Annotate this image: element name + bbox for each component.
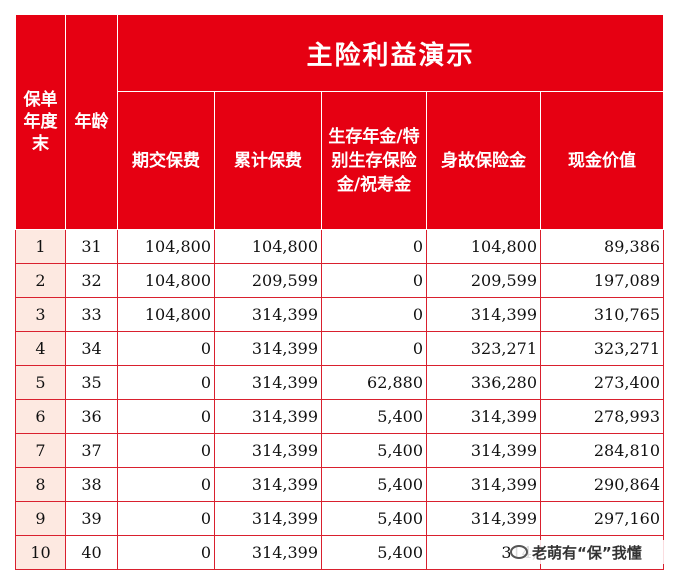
cell-survival: 5,400	[321, 501, 427, 536]
cell-cash: 290,864	[540, 467, 664, 502]
cell-cash: 273,400	[540, 365, 664, 400]
cell-death: 323,271	[426, 331, 541, 366]
cell-year: 3	[15, 297, 66, 332]
table-row: 3 33 104,800 314,399 0 314,399 310,765	[15, 297, 664, 332]
cell-cash: 310,765	[540, 297, 664, 332]
header-cumulative-premium: 累计保费	[214, 91, 322, 230]
cell-survival: 5,400	[321, 399, 427, 434]
cell-premium: 0	[117, 535, 215, 570]
cell-age: 34	[65, 331, 118, 366]
cell-age: 38	[65, 467, 118, 502]
cell-survival: 5,400	[321, 467, 427, 502]
cell-premium: 0	[117, 433, 215, 468]
cell-death: 314,399	[426, 433, 541, 468]
table-body: 1 31 104,800 104,800 0 104,800 89,386 2 32 104,80…	[15, 229, 664, 570]
cell-premium: 0	[117, 365, 215, 400]
cell-age: 37	[65, 433, 118, 468]
cell-survival: 62,880	[321, 365, 427, 400]
cell-cumulative: 209,599	[214, 263, 322, 298]
benefit-table-container: 保单年度末 年龄 主险利益演示 期交保费 累计保费 生存年金/特别生存保险金/祝…	[15, 14, 664, 570]
table-row: 9 39 0 314,399 5,400 314,399 297,160	[15, 501, 664, 536]
cell-death: 336,280	[426, 365, 541, 400]
cell-cumulative: 314,399	[214, 365, 322, 400]
cell-premium: 0	[117, 399, 215, 434]
cell-age: 33	[65, 297, 118, 332]
cell-age: 36	[65, 399, 118, 434]
watermark: 老萌有“保”我懂	[510, 540, 670, 564]
cell-death: 104,800	[426, 229, 541, 264]
cell-year: 8	[15, 467, 66, 502]
cell-death: 314,399	[426, 467, 541, 502]
cell-survival: 5,400	[321, 535, 427, 570]
cell-age: 39	[65, 501, 118, 536]
cell-cumulative: 314,399	[214, 297, 322, 332]
cell-death: 314,399	[426, 501, 541, 536]
table-row: 4 34 0 314,399 0 323,271 323,271	[15, 331, 664, 366]
cell-survival: 0	[321, 263, 427, 298]
header-death-benefit: 身故保险金	[426, 91, 541, 230]
cell-cash: 297,160	[540, 501, 664, 536]
cell-premium: 0	[117, 467, 215, 502]
cell-cash: 284,810	[540, 433, 664, 468]
cell-year: 2	[15, 263, 66, 298]
table-row: 8 38 0 314,399 5,400 314,399 290,864	[15, 467, 664, 502]
cell-year: 9	[15, 501, 66, 536]
header-age: 年龄	[65, 14, 118, 230]
header-cash-value: 现金价值	[540, 91, 664, 230]
table-row: 1 31 104,800 104,800 0 104,800 89,386	[15, 229, 664, 264]
cell-age: 32	[65, 263, 118, 298]
cell-year: 7	[15, 433, 66, 468]
cell-age: 35	[65, 365, 118, 400]
cell-cash: 323,271	[540, 331, 664, 366]
cell-survival: 5,400	[321, 433, 427, 468]
cell-cumulative: 314,399	[214, 535, 322, 570]
benefit-table: 保单年度末 年龄 主险利益演示 期交保费 累计保费 生存年金/特别生存保险金/祝…	[15, 14, 664, 570]
cell-year: 1	[15, 229, 66, 264]
cell-year: 6	[15, 399, 66, 434]
cell-premium: 0	[117, 331, 215, 366]
cell-year: 4	[15, 331, 66, 366]
watermark-text: 老萌有“保”我懂	[532, 543, 642, 562]
cell-cumulative: 314,399	[214, 501, 322, 536]
cell-cumulative: 104,800	[214, 229, 322, 264]
cell-cash: 197,089	[540, 263, 664, 298]
cell-year: 10	[15, 535, 66, 570]
cell-year: 5	[15, 365, 66, 400]
table-row: 6 36 0 314,399 5,400 314,399 278,993	[15, 399, 664, 434]
cell-premium: 104,800	[117, 297, 215, 332]
table-row: 7 37 0 314,399 5,400 314,399 284,810	[15, 433, 664, 468]
table-title: 主险利益演示	[117, 14, 664, 92]
cell-survival: 0	[321, 331, 427, 366]
cell-cumulative: 314,399	[214, 433, 322, 468]
header-policy-year: 保单年度末	[15, 14, 66, 230]
cell-premium: 104,800	[117, 229, 215, 264]
cell-death: 314,399	[426, 399, 541, 434]
header-survival-benefit: 生存年金/特别生存保险金/祝寿金	[321, 91, 427, 230]
cell-cash: 278,993	[540, 399, 664, 434]
cell-survival: 0	[321, 229, 427, 264]
table-row: 5 35 0 314,399 62,880 336,280 273,400	[15, 365, 664, 400]
cell-cash: 89,386	[540, 229, 664, 264]
cell-death: 314,399	[426, 297, 541, 332]
cell-premium: 0	[117, 501, 215, 536]
cell-cumulative: 314,399	[214, 331, 322, 366]
cell-cumulative: 314,399	[214, 399, 322, 434]
cell-survival: 0	[321, 297, 427, 332]
header-premium: 期交保费	[117, 91, 215, 230]
wechat-icon	[510, 545, 528, 559]
cell-cumulative: 314,399	[214, 467, 322, 502]
cell-premium: 104,800	[117, 263, 215, 298]
cell-age: 40	[65, 535, 118, 570]
cell-death: 209,599	[426, 263, 541, 298]
cell-age: 31	[65, 229, 118, 264]
table-row: 2 32 104,800 209,599 0 209,599 197,089	[15, 263, 664, 298]
